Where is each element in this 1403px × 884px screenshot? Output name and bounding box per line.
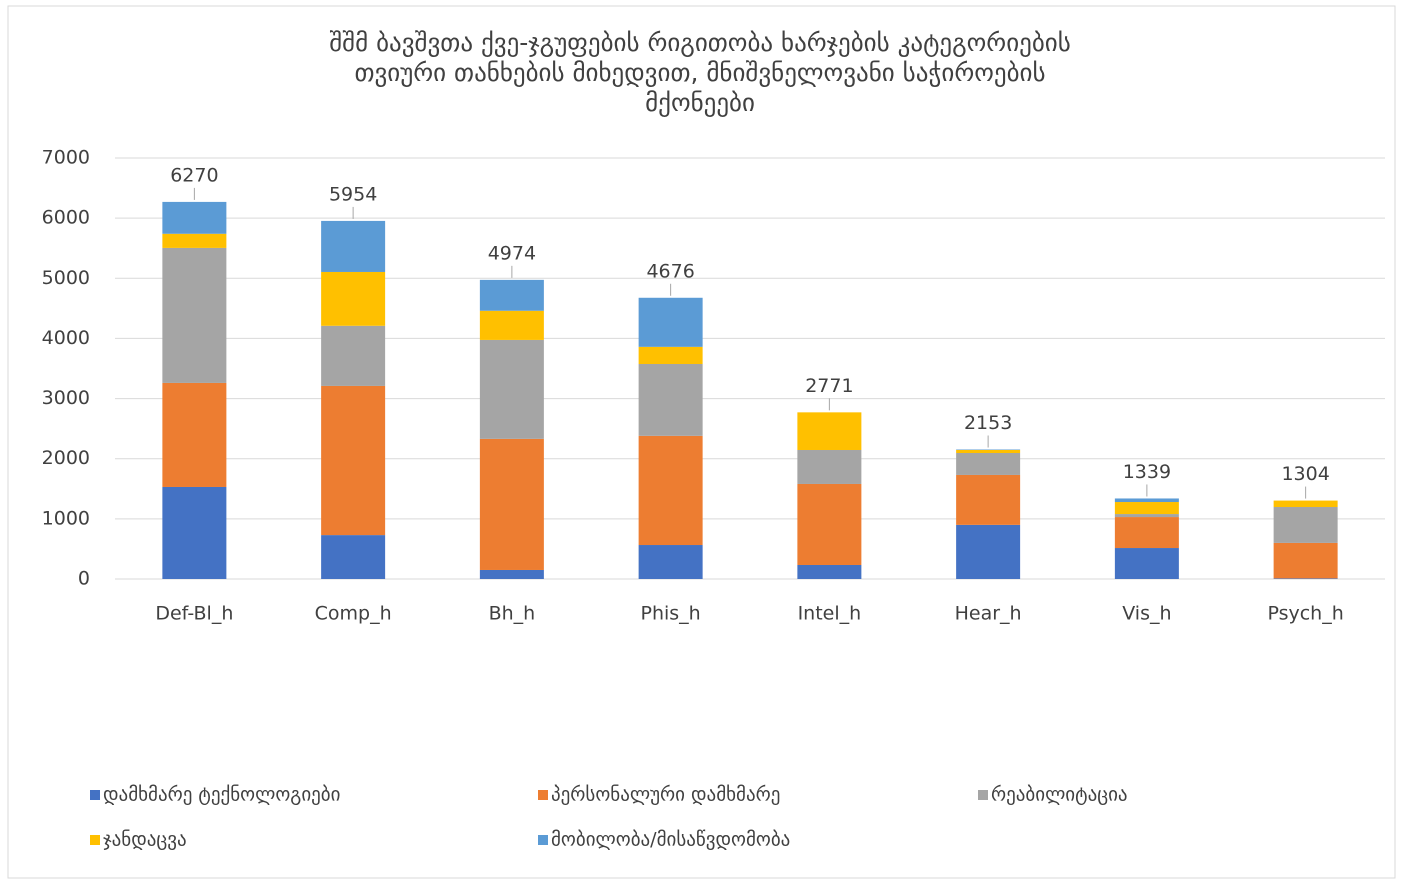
y-tick-label: 6000 [42,207,90,229]
y-tick-label: 7000 [42,147,90,169]
legend-swatch [978,790,988,800]
bar-segment [797,412,862,450]
legend-swatch [538,835,548,845]
bar-segment [321,535,386,579]
total-label: 4676 [646,260,694,282]
legend-swatch [538,790,548,800]
chart-title: თვიური თანხების მიხედვით, მნიშვნელოვანი … [354,58,1045,87]
bar-segment [1114,502,1179,515]
y-tick-label: 1000 [42,507,90,529]
bar-segment [1114,548,1179,579]
bar-segment [1114,514,1179,518]
legend-label: დამხმარე ტექნოლოგიები [103,784,340,806]
bar-segment [638,297,703,347]
legend-label: პერსონალური დამხმარე [551,784,780,806]
y-tick-label: 0 [78,568,90,590]
bar-segment [1114,498,1179,503]
bar-segment [162,233,227,248]
bar-segment [321,271,386,326]
bar-segment [638,346,703,364]
bar-segment [1273,578,1338,579]
legend-swatch [90,835,100,845]
total-label: 6270 [170,164,218,186]
bar-segment [1273,507,1338,543]
bar-segment [956,453,1021,475]
x-tick-label: Bh_h [489,603,536,625]
legend-label: რეაბილიტაცია [991,784,1128,806]
bar-segment [162,382,227,487]
x-tick-label: Def-Bl_h [155,603,233,625]
chart-title: შშმ ბავშვთა ქვე-ჯგუფების რიგითობა ხარჯებ… [329,28,1071,57]
bar-segment [321,220,386,272]
bar-segment [956,449,1021,454]
total-label: 2771 [805,375,853,397]
legend-label: მობილობა/მისაწვდომობა [551,829,790,851]
bar-segment [1273,500,1338,508]
chart-title: მქონეები [645,88,755,117]
total-label: 1304 [1281,463,1329,485]
total-label: 5954 [329,183,377,205]
bar-segment [638,545,703,579]
bar-segment [956,474,1021,525]
legend-swatch [90,790,100,800]
x-tick-label: Phis_h [641,603,701,625]
bar-segment [479,279,544,311]
x-tick-label: Intel_h [798,603,862,625]
bar-segment [321,385,386,536]
legend-label: ჯანდაცვა [103,829,187,851]
y-tick-label: 5000 [42,267,90,289]
total-label: 1339 [1123,461,1171,483]
bar-segment [321,325,386,386]
total-label: 4974 [488,242,536,264]
bar-segment [638,363,703,436]
x-tick-label: Comp_h [315,603,392,625]
bar-segment [162,247,227,383]
x-tick-label: Vis_h [1122,603,1171,625]
x-tick-label: Hear_h [955,603,1022,625]
bar-segment [1273,542,1338,579]
bar-segment [797,483,862,565]
y-tick-label: 3000 [42,387,90,409]
bar-segment [1114,517,1179,549]
bar-segment [479,438,544,570]
bar-segment [638,435,703,546]
x-tick-label: Psych_h [1267,603,1343,625]
y-tick-label: 2000 [42,447,90,469]
bar-segment [479,310,544,340]
bar-segment [956,524,1021,579]
bar-segment [162,201,227,234]
total-label: 2153 [964,412,1012,434]
bar-segment [162,486,227,579]
bar-segment [479,569,544,579]
bar-segment [797,449,862,484]
bar-segment [479,339,544,439]
y-tick-label: 4000 [42,327,90,349]
bar-segment [797,564,862,579]
